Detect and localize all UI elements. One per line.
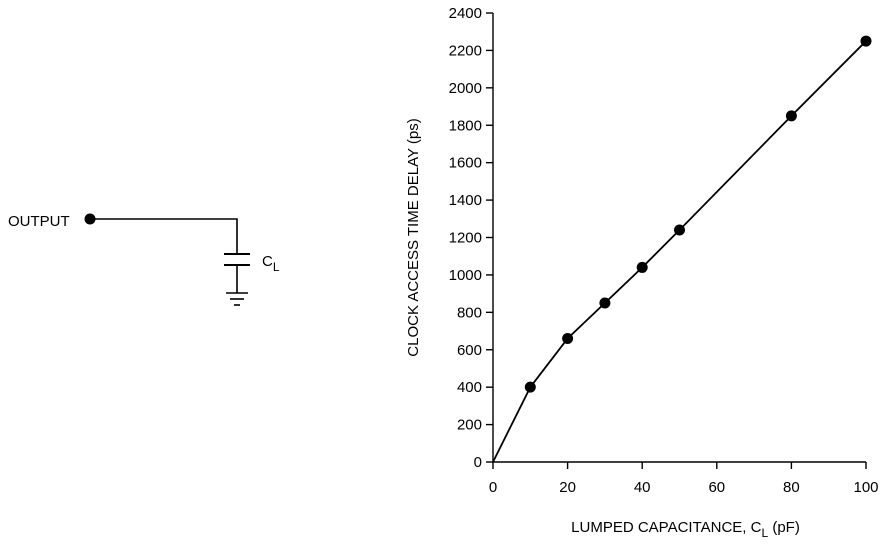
ground-icon	[226, 292, 248, 306]
chart: 0200400600800100012001400160018002000220…	[405, 5, 879, 540]
y-tick-label: 2000	[449, 80, 482, 97]
x-tick-label: 60	[708, 479, 725, 496]
y-tick-label: 600	[457, 342, 482, 359]
y-tick-label: 200	[457, 417, 482, 434]
y-tick-label: 2200	[449, 42, 482, 59]
data-point	[785, 110, 797, 122]
y-tick-label: 1600	[449, 155, 482, 172]
y-tick-label: 0	[474, 454, 482, 471]
series-line	[492, 40, 867, 463]
y-tick-label: 1200	[449, 230, 482, 247]
x-tick-label: 80	[783, 479, 800, 496]
data-point	[599, 297, 611, 309]
series-markers	[524, 35, 872, 393]
capacitor-label: CL	[262, 253, 280, 274]
data-point	[860, 35, 872, 47]
y-tick-label: 400	[457, 379, 482, 396]
x-tick-label: 0	[489, 479, 497, 496]
data-point	[674, 224, 685, 236]
y-axis-label: CLOCK ACCESS TIME DELAY (ps)	[405, 118, 422, 356]
data-point	[562, 333, 574, 345]
x-tick-label: 100	[853, 479, 878, 496]
output-wire	[90, 218, 238, 254]
y-tick-label: 800	[457, 304, 482, 321]
y-axis-ticks: 0 200 400 600 800 1000 1200 1400 1600 1800 2000 220…	[449, 5, 493, 471]
x-tick-label: 20	[559, 479, 576, 496]
data-point	[636, 261, 648, 273]
x-axis-label: LUMPED CAPACITANCE, CL (pF)	[571, 519, 800, 540]
x-axis-ticks: 0 20 40 60 80 100	[489, 462, 879, 496]
x-tick-label: 40	[634, 479, 651, 496]
circuit-schematic: OUTPUT CL	[8, 213, 280, 306]
y-tick-label: 2400	[449, 5, 482, 22]
y-tick-label: 1800	[449, 117, 482, 134]
y-tick-label: 1400	[449, 192, 482, 209]
y-tick-label: 1000	[449, 267, 482, 284]
data-point	[524, 381, 536, 393]
output-label: OUTPUT	[8, 213, 70, 230]
